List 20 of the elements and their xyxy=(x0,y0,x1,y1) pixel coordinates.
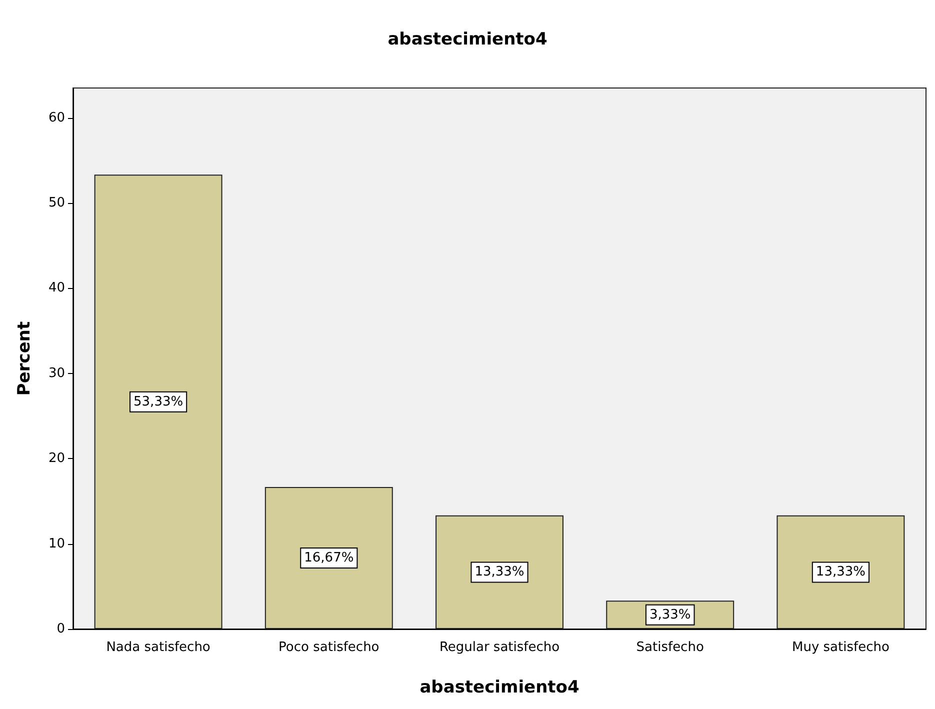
x-tick-label: Poco satisfecho xyxy=(278,640,380,655)
chart-title: abastecimiento4 xyxy=(388,30,548,50)
y-tick-label: 30 xyxy=(48,366,65,381)
y-tick-label: 20 xyxy=(48,451,65,466)
y-axis-title: Percent xyxy=(14,321,34,396)
y-tick-label: 10 xyxy=(48,536,65,552)
data-label: 3,33% xyxy=(649,607,691,622)
y-tick-label: 60 xyxy=(48,110,65,126)
data-label: 53,33% xyxy=(134,394,184,410)
y-tick-label: 50 xyxy=(48,196,65,211)
x-tick-label: Muy satisfecho xyxy=(792,640,890,655)
x-tick-label: Satisfecho xyxy=(636,640,704,655)
data-label: 16,67% xyxy=(304,550,354,566)
data-label: 13,33% xyxy=(816,564,866,580)
x-tick-label: Nada satisfecho xyxy=(106,640,210,655)
data-label: 13,33% xyxy=(474,564,524,580)
y-tick-label: 0 xyxy=(56,622,65,636)
x-tick-label: Regular satisfecho xyxy=(439,640,560,655)
y-tick-label: 40 xyxy=(48,280,65,296)
x-axis-title: abastecimiento4 xyxy=(420,678,580,698)
